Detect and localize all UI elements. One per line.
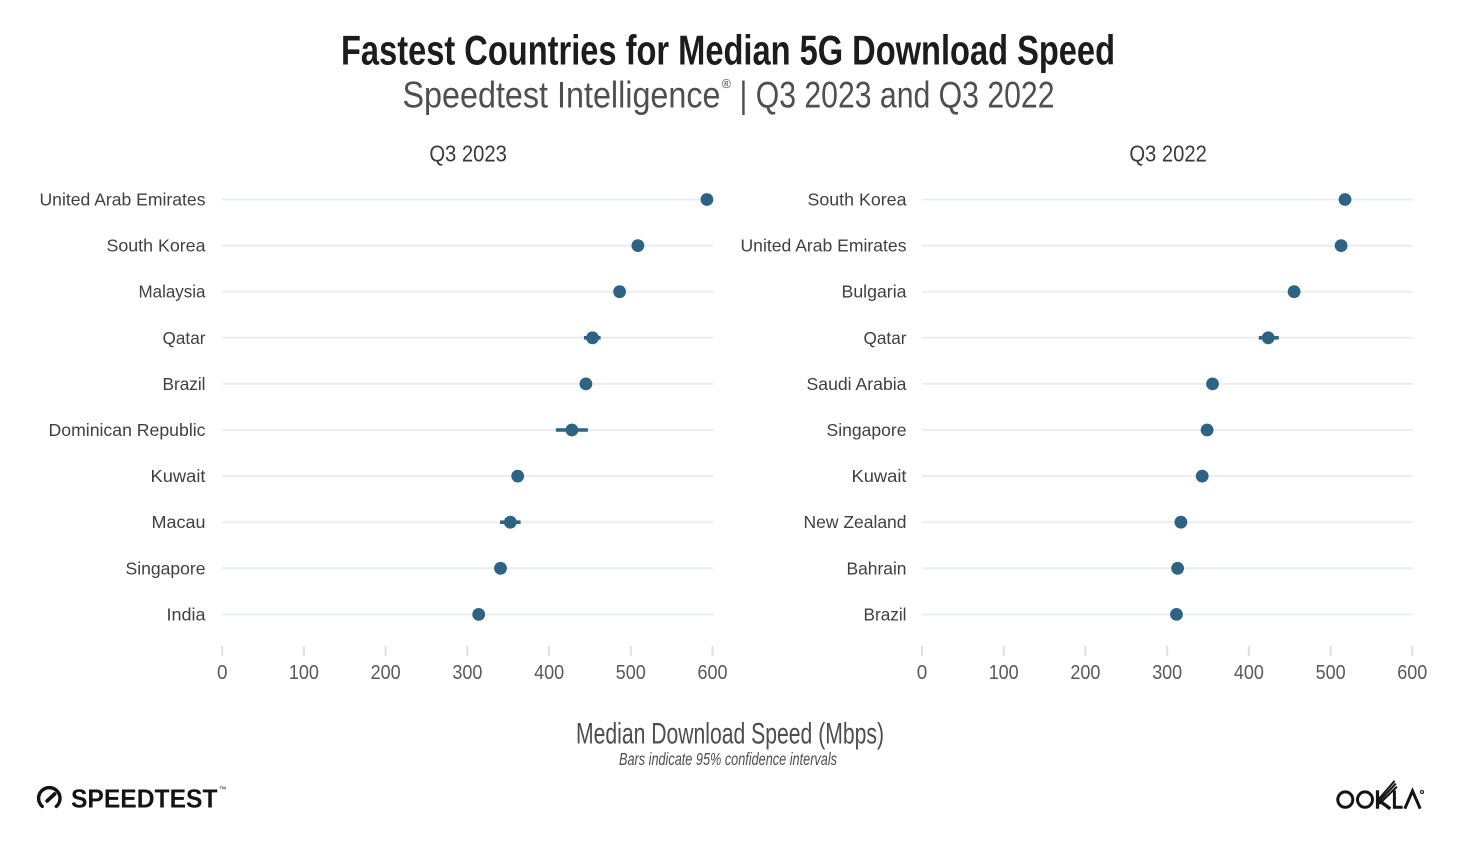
svg-text:Speedtest Intelligence: Speedtest Intelligence <box>403 73 721 115</box>
svg-text:0: 0 <box>917 662 928 684</box>
svg-text:Singapore: Singapore <box>126 558 206 578</box>
svg-text:United Arab Emirates: United Arab Emirates <box>40 190 206 210</box>
svg-text:SPEEDTEST: SPEEDTEST <box>71 784 218 814</box>
svg-text:Qatar: Qatar <box>864 328 907 348</box>
svg-text:600: 600 <box>698 662 728 684</box>
svg-text:Q3 2023: Q3 2023 <box>429 141 507 167</box>
svg-text:| Q3 2023 and Q3 2022: | Q3 2023 and Q3 2022 <box>740 73 1055 115</box>
svg-text:200: 200 <box>371 662 401 684</box>
svg-text:Q3 2022: Q3 2022 <box>1129 141 1207 167</box>
svg-text:200: 200 <box>1070 662 1100 684</box>
svg-text:India: India <box>167 604 206 624</box>
svg-text:300: 300 <box>452 662 482 684</box>
svg-text:United Arab Emirates: United Arab Emirates <box>741 236 907 256</box>
svg-text:400: 400 <box>1234 662 1264 684</box>
svg-text:Kuwait: Kuwait <box>151 466 206 486</box>
svg-text:Bars indicate 95% confidence i: Bars indicate 95% confidence intervals <box>619 749 837 769</box>
svg-text:400: 400 <box>534 662 564 684</box>
svg-text:Qatar: Qatar <box>163 328 206 348</box>
svg-text:100: 100 <box>989 662 1019 684</box>
svg-text:South Korea: South Korea <box>107 236 206 256</box>
svg-text:100: 100 <box>289 662 319 684</box>
svg-text:600: 600 <box>1397 662 1427 684</box>
svg-text:Median Download Speed (Mbps): Median Download Speed (Mbps) <box>576 718 884 750</box>
svg-text:Dominican Republic: Dominican Republic <box>49 420 206 440</box>
svg-text:Brazil: Brazil <box>163 374 206 394</box>
svg-text:Saudi Arabia: Saudi Arabia <box>807 374 907 394</box>
svg-text:®: ® <box>722 77 732 91</box>
svg-text:Bulgaria: Bulgaria <box>842 282 907 302</box>
svg-text:™: ™ <box>219 785 227 794</box>
svg-text:Fastest Countries for Median 5: Fastest Countries for Median 5G Download… <box>341 28 1115 74</box>
svg-text:500: 500 <box>616 662 646 684</box>
svg-text:500: 500 <box>1316 662 1346 684</box>
svg-text:Singapore: Singapore <box>827 420 907 440</box>
svg-text:Brazil: Brazil <box>864 604 907 624</box>
svg-text:300: 300 <box>1152 662 1182 684</box>
svg-text:Kuwait: Kuwait <box>852 466 907 486</box>
svg-text:Bahrain: Bahrain <box>847 558 907 578</box>
svg-text:New Zealand: New Zealand <box>804 512 907 532</box>
svg-text:Malaysia: Malaysia <box>139 282 206 302</box>
svg-text:South Korea: South Korea <box>808 190 907 210</box>
svg-text:0: 0 <box>217 662 228 684</box>
svg-text:Macau: Macau <box>152 512 206 532</box>
